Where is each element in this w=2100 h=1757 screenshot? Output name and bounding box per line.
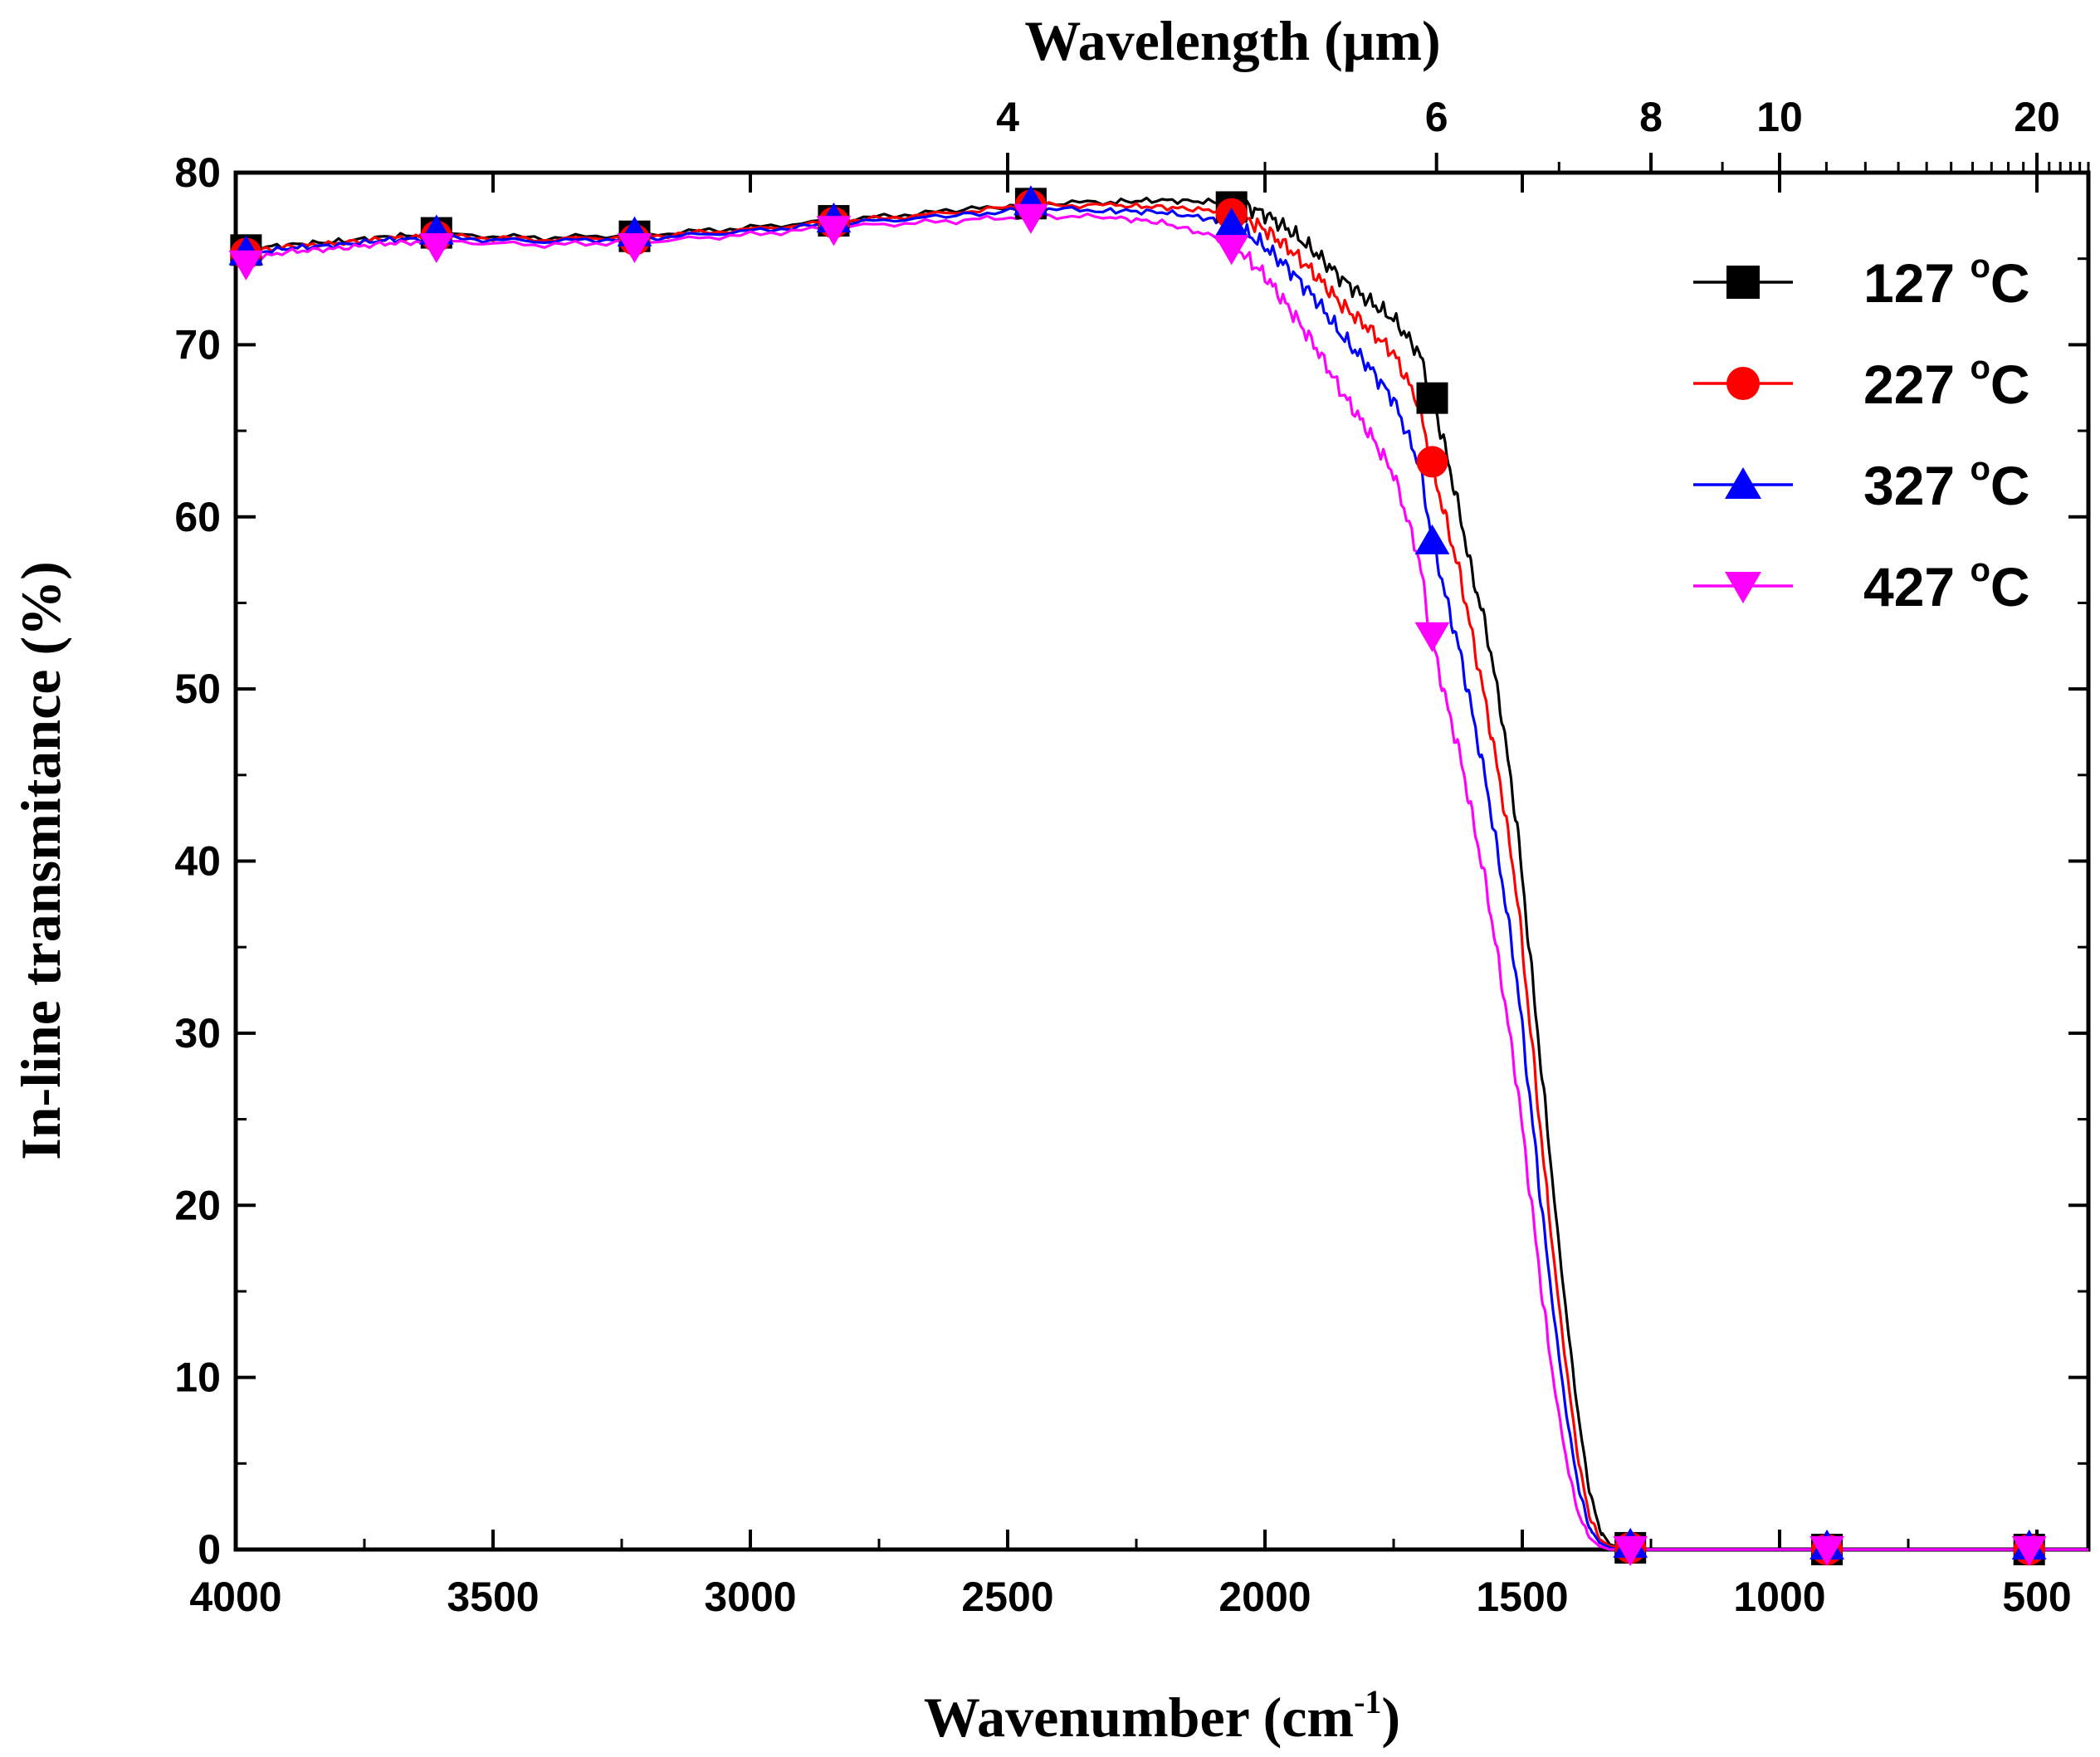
series-markers: [228, 185, 2047, 1566]
y-tick-label: 70: [174, 321, 221, 368]
legend-marker: [1725, 572, 1761, 603]
series-lines: [234, 196, 2088, 1551]
top-axis-title: Wavelength (μm): [1024, 9, 1440, 72]
x-tick-label: 2000: [1218, 1574, 1311, 1620]
legend-label: 327 oC: [1863, 451, 2030, 516]
series-line: [235, 196, 2088, 1551]
data-point-marker: [617, 233, 652, 264]
y-tick-label: 80: [174, 149, 221, 196]
top-tick-label: 6: [1425, 94, 1448, 140]
top-tick-label: 20: [2014, 94, 2060, 140]
x-tick-label: 3500: [447, 1574, 539, 1620]
legend-label: 127 oC: [1863, 248, 2030, 314]
data-point-marker: [1214, 235, 1249, 266]
top-tick-label: 8: [1639, 94, 1663, 140]
data-point-marker: [418, 233, 454, 264]
legend-marker: [1726, 367, 1760, 400]
x-tick-label: 4000: [189, 1574, 281, 1620]
data-point-marker: [228, 250, 264, 281]
plot-frame: [233, 170, 2091, 1552]
data-point-marker: [816, 216, 852, 246]
series-line: [234, 201, 2088, 1551]
y-tick-label: 40: [174, 838, 221, 885]
data-point-marker: [1613, 1535, 1648, 1566]
axis-ticks: 4000 3500 3000 2500 2000 1500 1000 500 0 10 20 30 40…: [174, 94, 2090, 1620]
y-tick-label: 60: [174, 494, 221, 540]
x-tick-label: 3000: [704, 1574, 796, 1620]
top-tick-label: 4: [996, 94, 1019, 140]
y-tick-label: 10: [174, 1354, 221, 1401]
top-tick-label: 10: [1756, 94, 1803, 140]
x-tick-label: 1000: [1733, 1574, 1825, 1620]
y-tick-label: 50: [174, 666, 221, 712]
data-point-marker: [1809, 1535, 1844, 1566]
data-point-marker: [1013, 203, 1048, 234]
y-tick-label: 20: [174, 1182, 221, 1228]
legend-marker: [1726, 266, 1760, 299]
data-point-marker: [2011, 1535, 2047, 1566]
x-tick-label: 2500: [961, 1574, 1053, 1620]
x-tick-label: 500: [2002, 1574, 2071, 1620]
data-point-marker: [1416, 382, 1448, 414]
data-point-marker: [1214, 207, 1249, 238]
series-line: [234, 212, 2088, 1551]
y-axis-title: In-line transmitance (%): [9, 561, 72, 1159]
legend: 127 oC 227 oC 327 oC 427 oC: [1693, 248, 2030, 617]
legend-label: 427 oC: [1863, 552, 2030, 617]
y-tick-label: 0: [198, 1526, 221, 1573]
legend-marker: [1725, 467, 1761, 499]
series-line: [235, 206, 2088, 1551]
x-tick-label: 1500: [1476, 1574, 1568, 1620]
legend-label: 227 oC: [1863, 349, 2030, 415]
data-point-marker: [1416, 446, 1448, 478]
data-point-marker: [1414, 524, 1450, 554]
y-tick-label: 30: [174, 1010, 221, 1057]
data-point-marker: [1414, 622, 1450, 652]
x-axis-title: Wavenumber (cm-1): [924, 1683, 1400, 1749]
